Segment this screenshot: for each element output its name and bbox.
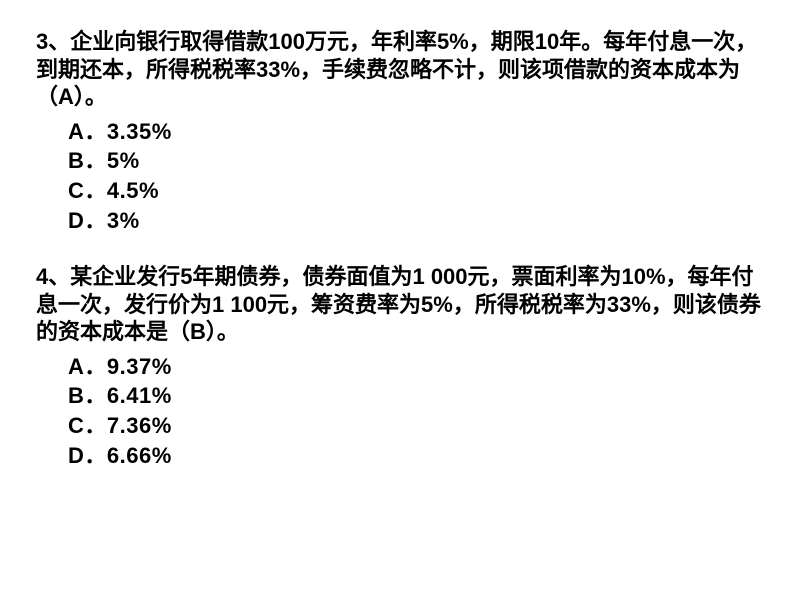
question-3-option-a: A．3.35% [68,117,764,147]
question-3-options: A．3.35% B．5% C．4.5% D．3% [36,117,764,236]
question-3: 3、企业向银行取得借款100万元，年利率5%，期限10年。每年付息一次，到期还本… [36,28,764,235]
question-4-option-a: A．9.37% [68,352,764,382]
page: 3、企业向银行取得借款100万元，年利率5%，期限10年。每年付息一次，到期还本… [0,0,800,471]
question-3-option-b: B．5% [68,146,764,176]
question-3-option-d: D．3% [68,206,764,236]
question-4-stem: 4、某企业发行5年期债券，债券面值为1 000元，票面利率为10%，每年付息一次… [36,263,764,346]
question-3-stem: 3、企业向银行取得借款100万元，年利率5%，期限10年。每年付息一次，到期还本… [36,28,764,111]
question-4-option-c: C．7.36% [68,411,764,441]
question-4: 4、某企业发行5年期债券，债券面值为1 000元，票面利率为10%，每年付息一次… [36,263,764,470]
question-4-options: A．9.37% B．6.41% C．7.36% D．6.66% [36,352,764,471]
question-4-option-b: B．6.41% [68,381,764,411]
question-3-option-c: C．4.5% [68,176,764,206]
question-4-option-d: D．6.66% [68,441,764,471]
